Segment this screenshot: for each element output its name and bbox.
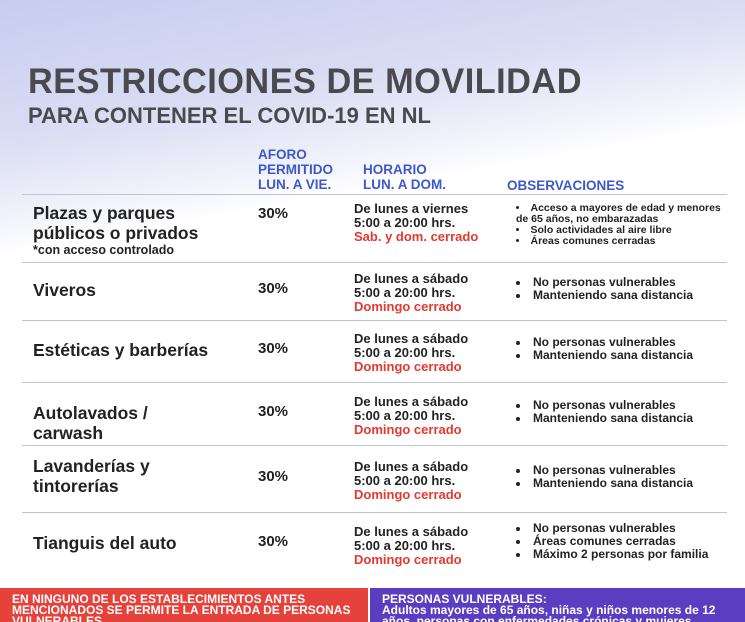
place-name: Autolavados / carwash xyxy=(33,402,148,443)
table-row: Autolavados / carwash 30% De lunes a sábad… xyxy=(22,382,727,446)
footer-right-title: PERSONAS VULNERABLES: xyxy=(382,592,547,606)
observaciones: No personas vulnerablesManteniendo sana … xyxy=(508,276,726,302)
horario: De lunes a sábado 5:00 a 20:00 hrs. Doming… xyxy=(354,332,468,374)
place: Lavanderías y tintorerías xyxy=(33,456,218,496)
observacion: No personas vulnerables xyxy=(516,398,726,412)
horario-line: 5:00 a 20:00 hrs. xyxy=(354,345,456,360)
horario: De lunes a sábado 5:00 a 20:00 hrs. Doming… xyxy=(354,393,469,437)
horario-line: De lunes a sábado xyxy=(354,331,469,346)
horario-line: De lunes a viernes xyxy=(354,201,469,216)
observacion: Manteniendo sana distancia xyxy=(516,349,726,362)
aforo: 30% xyxy=(258,205,289,222)
aforo: 30% xyxy=(258,467,289,485)
observaciones: No personas vulnerablesManteniendo sana … xyxy=(508,336,726,362)
place: Viveros xyxy=(33,280,218,300)
observaciones: No personas vulnerablesManteniendo sana … xyxy=(508,463,726,490)
horario-line: 5:00 a 20:00 hrs. xyxy=(354,407,456,423)
place-name: Lavanderías y tintorerías xyxy=(33,456,150,496)
horario-line: De lunes a sábado xyxy=(354,271,469,286)
observaciones: No personas vulnerablesManteniendo sana … xyxy=(508,398,726,425)
place: Estéticas y barberías xyxy=(33,340,218,360)
observaciones: Acceso a mayores de edad y menores de 65… xyxy=(508,203,726,247)
horario-line: Domingo cerrado xyxy=(354,551,462,567)
col-observaciones: OBSERVACIONES xyxy=(507,178,625,193)
horario-line: De lunes a sábado xyxy=(354,393,469,409)
horario: De lunes a sábado 5:00 a 20:00 hrs. Doming… xyxy=(354,523,469,567)
observacion: Áreas comunes cerradas xyxy=(516,236,726,247)
observacion: No personas vulnerables xyxy=(516,336,726,349)
table-row: Tianguis del auto 30% De lunes a sábado 5:0… xyxy=(22,512,727,576)
place-name: Estéticas y barberías xyxy=(33,340,209,360)
aforo: 30% xyxy=(258,340,289,357)
horario-line: Domingo cerrado xyxy=(354,486,462,502)
observacion: Máximo 2 personas por familia xyxy=(516,547,726,561)
observacion: No personas vulnerables xyxy=(516,463,726,477)
table-row: Viveros 30% De lunes a sábado 5:00 a 20:00 … xyxy=(22,262,727,321)
table-row: Estéticas y barberías 30% De lunes a sábad… xyxy=(22,320,727,383)
observacion: No personas vulnerables xyxy=(516,276,726,289)
horario-line: Domingo cerrado xyxy=(354,359,462,374)
horario-line: Domingo cerrado xyxy=(354,299,462,314)
horario: De lunes a sábado 5:00 a 20:00 hrs. Doming… xyxy=(354,458,469,502)
table-row: Lavanderías y tintorerías 30% De lunes a s… xyxy=(22,445,727,513)
footer-right: PERSONAS VULNERABLES: Adultos mayores de… xyxy=(370,588,745,622)
observacion: Manteniendo sana distancia xyxy=(516,476,726,490)
observacion: Manteniendo sana distancia xyxy=(516,289,726,302)
horario-line: Sab. y dom. cerrado xyxy=(354,229,479,244)
place: Tianguis del auto xyxy=(33,533,218,553)
horario-line: 5:00 a 20:00 hrs. xyxy=(354,285,456,300)
horario-line: De lunes a sábado xyxy=(354,458,469,474)
observacion: Áreas comunes cerradas xyxy=(516,534,726,548)
subtitle: PARA CONTENER EL COVID-19 EN NL xyxy=(28,103,431,128)
place-name: Viveros xyxy=(33,280,96,300)
place-note: *con acceso controlado xyxy=(33,243,175,257)
col-aforo-line: AFORO xyxy=(258,147,307,162)
horario-line: Domingo cerrado xyxy=(354,421,462,437)
title: RESTRICCIONES DE MOVILIDAD xyxy=(28,62,582,101)
col-aforo: AFORO PERMITIDO LUN. A VIE. xyxy=(258,147,333,192)
horario-line: 5:00 a 20:00 hrs. xyxy=(354,215,456,230)
horario: De lunes a sábado 5:00 a 20:00 hrs. Doming… xyxy=(354,272,468,314)
aforo: 30% xyxy=(258,280,289,297)
table-row: Plazas y parques públicos o privados *con… xyxy=(22,194,727,263)
place-name: Plazas y parques públicos o privados xyxy=(33,203,199,243)
observacion: Acceso a mayores de edad y menores de 65… xyxy=(516,203,726,225)
observacion: Solo actividades al aire libre xyxy=(516,225,726,236)
place-name: Tianguis del auto xyxy=(33,532,177,553)
horario-line: 5:00 a 20:00 hrs. xyxy=(354,472,456,488)
place: Autolavados / carwash xyxy=(33,403,218,443)
col-horario: HORARIO LUN. A DOM. xyxy=(363,162,446,192)
place: Plazas y parques públicos o privados *con… xyxy=(33,203,218,257)
col-aforo-line: LUN. A VIE. xyxy=(258,177,332,192)
footer-right-text: Adultos mayores de 65 años, niñas y niño… xyxy=(382,603,716,622)
horario-line: 5:00 a 20:00 hrs. xyxy=(354,537,456,553)
observacion: Manteniendo sana distancia xyxy=(516,411,726,425)
horario-line: De lunes a sábado xyxy=(354,523,469,539)
aforo: 30% xyxy=(258,402,289,420)
horario: De lunes a viernes 5:00 a 20:00 hrs. Sab. … xyxy=(354,202,478,244)
footer-left: EN NINGUNO DE LOS ESTABLECIMIENTOS ANTES… xyxy=(0,588,368,622)
observaciones: No personas vulnerablesÁreas comunes cer… xyxy=(508,521,726,561)
col-aforo-line: PERMITIDO xyxy=(258,162,334,177)
observacion: No personas vulnerables xyxy=(516,521,726,535)
col-horario-line: HORARIO xyxy=(363,162,427,177)
aforo: 30% xyxy=(258,532,289,550)
col-horario-line: LUN. A DOM. xyxy=(363,177,446,192)
